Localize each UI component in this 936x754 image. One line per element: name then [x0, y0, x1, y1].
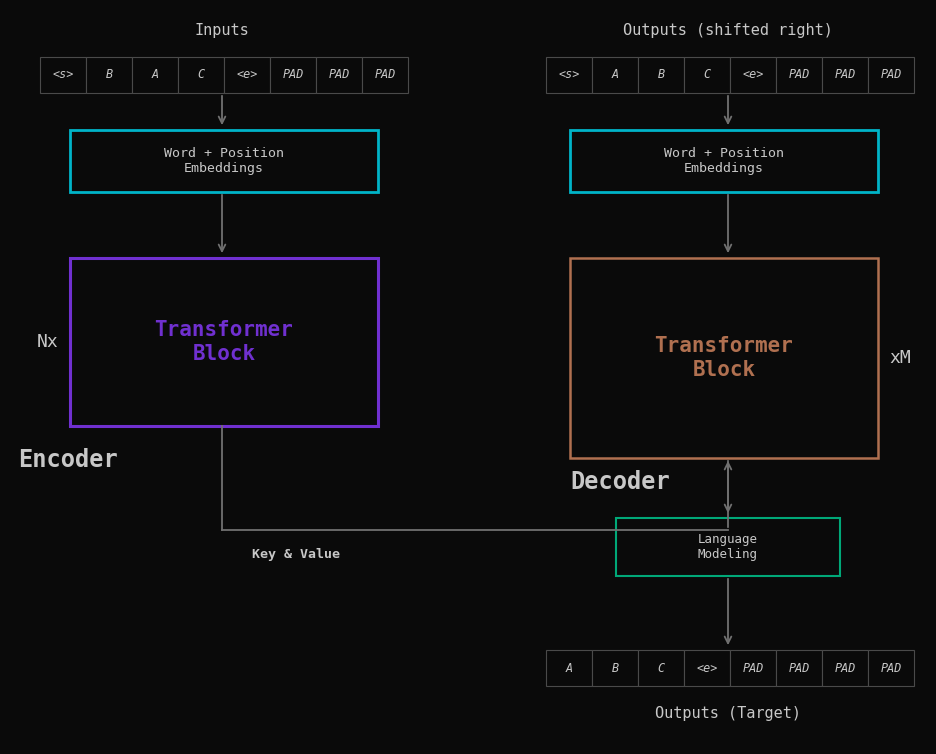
Bar [70, 130, 378, 192]
Bar [868, 650, 914, 686]
Bar [362, 57, 408, 93]
Bar [616, 518, 840, 576]
Bar [570, 258, 878, 458]
Bar [638, 650, 684, 686]
Text: A: A [611, 69, 619, 81]
Text: PAD: PAD [742, 661, 764, 675]
Text: PAD: PAD [881, 69, 901, 81]
Text: Key & Value: Key & Value [252, 548, 340, 561]
Bar [178, 57, 224, 93]
Bar [86, 57, 132, 93]
Text: <s>: <s> [52, 69, 74, 81]
Text: PAD: PAD [834, 69, 856, 81]
Text: Encoder: Encoder [18, 448, 118, 472]
Text: Language
Modeling: Language Modeling [698, 533, 758, 561]
Text: B: B [657, 69, 665, 81]
Bar [730, 57, 776, 93]
Bar [224, 57, 270, 93]
Bar [638, 57, 684, 93]
Text: B: B [611, 661, 619, 675]
Text: A: A [152, 69, 158, 81]
Text: <s>: <s> [558, 69, 579, 81]
Text: A: A [565, 661, 573, 675]
Text: <e>: <e> [696, 661, 718, 675]
Bar [570, 130, 878, 192]
Bar [546, 650, 592, 686]
Text: <e>: <e> [236, 69, 257, 81]
Bar [316, 57, 362, 93]
Text: B: B [106, 69, 112, 81]
Bar [776, 57, 822, 93]
Text: PAD: PAD [329, 69, 350, 81]
Bar [868, 57, 914, 93]
Bar [822, 57, 868, 93]
Bar [270, 57, 316, 93]
Text: xM: xM [889, 349, 911, 367]
Text: PAD: PAD [881, 661, 901, 675]
Text: <e>: <e> [742, 69, 764, 81]
Text: Decoder: Decoder [570, 470, 670, 494]
Text: Inputs: Inputs [195, 23, 249, 38]
Bar [684, 57, 730, 93]
Text: C: C [197, 69, 205, 81]
Bar [684, 650, 730, 686]
Text: Transformer
Block: Transformer Block [654, 336, 794, 379]
Bar [70, 258, 378, 426]
Bar [40, 57, 86, 93]
Bar [546, 57, 592, 93]
Bar [730, 650, 776, 686]
Text: Nx: Nx [37, 333, 59, 351]
Text: Word + Position
Embeddings: Word + Position Embeddings [664, 147, 784, 175]
Text: PAD: PAD [834, 661, 856, 675]
Text: Outputs (Target): Outputs (Target) [655, 706, 801, 721]
Text: PAD: PAD [283, 69, 303, 81]
Text: Word + Position
Embeddings: Word + Position Embeddings [164, 147, 284, 175]
Text: C: C [704, 69, 710, 81]
Bar [822, 650, 868, 686]
Text: PAD: PAD [374, 69, 396, 81]
Bar [132, 57, 178, 93]
Text: Transformer
Block: Transformer Block [154, 320, 294, 363]
Text: Outputs (shifted right): Outputs (shifted right) [623, 23, 833, 38]
Text: PAD: PAD [788, 661, 810, 675]
Text: C: C [657, 661, 665, 675]
Bar [592, 650, 638, 686]
Bar [776, 650, 822, 686]
Bar [592, 57, 638, 93]
Text: PAD: PAD [788, 69, 810, 81]
